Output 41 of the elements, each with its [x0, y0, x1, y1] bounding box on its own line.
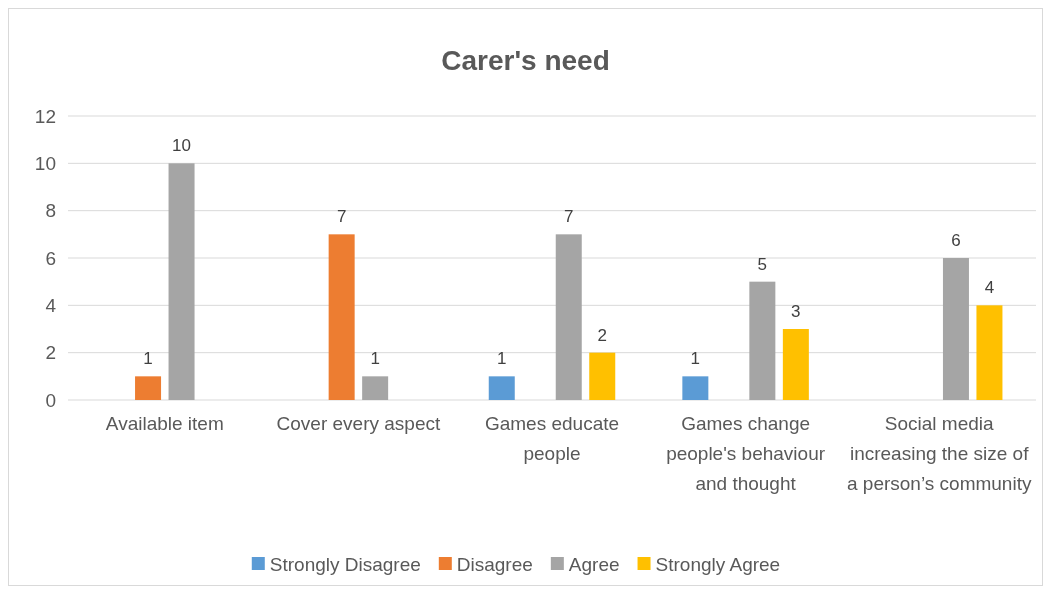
bar — [135, 376, 162, 400]
data-label: 3 — [791, 302, 801, 321]
chart-title: Carer's need — [441, 45, 610, 76]
data-label: 1 — [143, 349, 153, 369]
legend-label: Strongly Agree — [655, 553, 781, 575]
bar — [328, 234, 355, 400]
y-tick-label: 0 — [45, 389, 56, 411]
x-tick-label: Games change people's behaviour and thought — [666, 413, 826, 494]
legend-label: Agree — [568, 553, 620, 575]
data-label: 4 — [984, 278, 995, 298]
x-tick-label: Games educate people — [484, 413, 620, 464]
bar — [976, 305, 1003, 400]
bar — [362, 376, 389, 400]
bar — [488, 376, 515, 400]
bar — [749, 281, 776, 400]
legend-label: Strongly Disagree — [269, 553, 421, 575]
y-tick-label: 10 — [34, 152, 56, 174]
y-tick-label: 6 — [45, 247, 56, 269]
bar — [782, 329, 809, 400]
bar — [942, 258, 969, 400]
legend-label: Disagree — [456, 553, 533, 575]
y-tick-label: 2 — [45, 342, 56, 364]
data-label: 1 — [370, 349, 380, 369]
data-label: 7 — [336, 207, 347, 227]
y-tick-label: 4 — [45, 294, 57, 316]
bar — [589, 352, 616, 400]
x-tick-label: Social media increasing the size of a person’s community — [846, 413, 1032, 494]
x-tick-label: Available item — [105, 413, 224, 434]
data-label: 5 — [757, 254, 768, 274]
data-label: 6 — [951, 231, 961, 250]
data-label: 1 — [497, 349, 507, 369]
data-label: 1 — [690, 349, 701, 369]
data-label: 10 — [172, 136, 192, 156]
x-tick-label: Cover every aspect — [276, 413, 441, 434]
bar — [555, 234, 582, 400]
y-tick-label: 12 — [34, 105, 56, 127]
data-label: 7 — [564, 207, 574, 227]
bar — [682, 376, 709, 400]
data-label: 2 — [597, 325, 607, 345]
y-tick-label: 8 — [45, 200, 56, 222]
bar — [168, 163, 195, 400]
